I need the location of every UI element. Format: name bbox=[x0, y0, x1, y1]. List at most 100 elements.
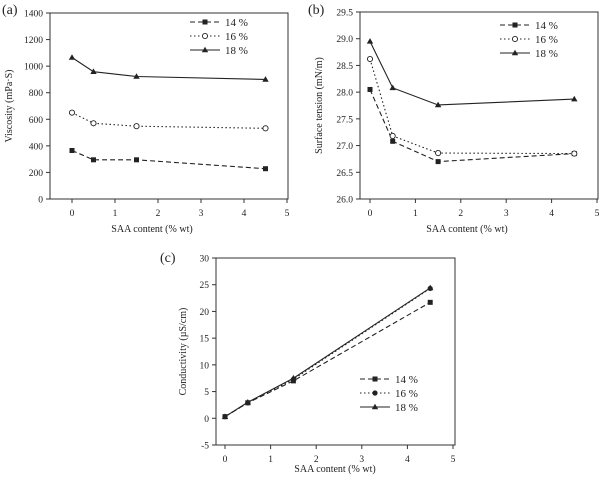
data-point bbox=[389, 84, 396, 91]
x-axis-label: SAA content (% wt) bbox=[426, 224, 507, 235]
data-point bbox=[389, 132, 396, 140]
series-16-pct: 16 % bbox=[366, 34, 578, 157]
data-point bbox=[367, 86, 373, 92]
y-tick-label: 800 bbox=[29, 89, 44, 99]
y-tick-label: 10 bbox=[200, 361, 210, 371]
series-18-pct: 18 % bbox=[68, 45, 269, 82]
data-point bbox=[366, 38, 374, 44]
y-tick-label: 27.5 bbox=[336, 115, 353, 125]
y-tick-label: 600 bbox=[29, 116, 44, 126]
legend-label: 14 % bbox=[225, 17, 248, 29]
data-point bbox=[90, 68, 97, 75]
x-tick-label: 1 bbox=[413, 209, 418, 219]
y-tick-label: 400 bbox=[29, 142, 44, 152]
x-tick-label: 5 bbox=[595, 209, 600, 219]
legend-marker bbox=[511, 35, 519, 43]
series-18-pct: 18 % bbox=[221, 284, 434, 419]
y-tick-label: 26.5 bbox=[336, 169, 353, 179]
data-point bbox=[68, 109, 76, 116]
x-tick-label: 0 bbox=[223, 455, 228, 465]
panel-c: (c) 0 1 2 3 4 5 -5 0 5 10 15 20 25 30 SAA content (% wt… bbox=[160, 251, 456, 475]
data-point bbox=[435, 150, 442, 157]
panel-b: (b) 0 1 2 3 4 5 26.0 26.5 27.0 27.5 28.0 28.5 29.0 29.… bbox=[308, 3, 600, 235]
legend-label: 14 % bbox=[395, 374, 418, 386]
legend-marker bbox=[511, 49, 519, 56]
data-point bbox=[571, 150, 578, 157]
data-point bbox=[366, 55, 374, 63]
y-tick-label: 28.5 bbox=[336, 62, 353, 72]
data-point bbox=[68, 54, 76, 60]
y-tick-label: 29.5 bbox=[336, 9, 353, 19]
x-axis-label: SAA content (% wt) bbox=[294, 464, 375, 475]
data-point bbox=[90, 120, 97, 127]
plot-frame bbox=[215, 257, 456, 446]
legend-label: 16 % bbox=[225, 31, 248, 43]
x-axis-label: SAA content (% wt) bbox=[111, 224, 192, 235]
legend-label: 18 % bbox=[395, 402, 418, 414]
x-tick-label: 4 bbox=[549, 209, 554, 219]
series-14-pct: 14 % bbox=[69, 17, 268, 172]
x-tick-label: 3 bbox=[199, 209, 204, 219]
data-point bbox=[263, 166, 268, 172]
y-tick-label: 28.0 bbox=[336, 89, 353, 99]
data-point bbox=[262, 76, 269, 82]
x-tick-label: 3 bbox=[359, 455, 364, 465]
series-line bbox=[71, 150, 266, 170]
plot-frame bbox=[359, 11, 599, 200]
x-tick-label: 4 bbox=[242, 209, 247, 219]
data-point bbox=[244, 398, 251, 405]
data-point bbox=[91, 157, 96, 163]
data-point bbox=[390, 138, 396, 144]
x-tick-label: 3 bbox=[504, 209, 509, 219]
legend-marker bbox=[201, 32, 209, 40]
legend-label: 16 % bbox=[535, 34, 558, 46]
y-axis-label: Conductivity (µS/cm) bbox=[178, 308, 189, 396]
series-line bbox=[369, 58, 575, 155]
data-point bbox=[434, 101, 442, 108]
data-point bbox=[133, 73, 140, 79]
data-point bbox=[290, 374, 297, 381]
legend-label: 14 % bbox=[535, 20, 558, 32]
y-tick-label: 1000 bbox=[24, 63, 43, 73]
legend-marker bbox=[372, 390, 378, 396]
y-axis-label: Viscosity (mPa·S) bbox=[4, 69, 15, 142]
data-point bbox=[427, 299, 433, 305]
legend-marker bbox=[202, 19, 208, 25]
series-line bbox=[71, 57, 266, 80]
x-tick-label: 0 bbox=[70, 209, 75, 219]
panel-label: (b) bbox=[308, 3, 325, 18]
y-tick-label: 5 bbox=[204, 388, 209, 398]
x-tick-label: 5 bbox=[451, 455, 456, 465]
data-point bbox=[134, 157, 139, 163]
y-tick-label: 1400 bbox=[24, 10, 43, 20]
data-point bbox=[133, 123, 140, 130]
panel-label: (c) bbox=[160, 251, 176, 266]
data-point bbox=[571, 95, 578, 102]
y-tick-label: 200 bbox=[29, 169, 44, 179]
x-tick-label: 2 bbox=[458, 209, 463, 219]
legend-marker bbox=[512, 22, 518, 28]
legend-marker bbox=[371, 403, 379, 410]
panel-label: (a) bbox=[2, 3, 18, 18]
data-point bbox=[435, 159, 441, 165]
y-tick-label: 26.0 bbox=[336, 196, 353, 206]
series-line bbox=[71, 112, 266, 129]
series-line bbox=[224, 287, 431, 418]
x-tick-label: 0 bbox=[368, 209, 373, 219]
series-line bbox=[369, 41, 575, 106]
x-tick-label: 4 bbox=[405, 455, 410, 465]
series-16-pct: 16 % bbox=[68, 31, 269, 132]
legend-marker bbox=[201, 46, 209, 53]
y-tick-label: 27.0 bbox=[336, 142, 353, 152]
x-tick-label: 1 bbox=[113, 209, 118, 219]
y-tick-label: 0 bbox=[38, 196, 43, 206]
data-point bbox=[262, 125, 269, 132]
series-18-pct: 18 % bbox=[366, 38, 578, 108]
y-tick-label: 29.0 bbox=[336, 35, 353, 45]
x-tick-label: 1 bbox=[268, 455, 273, 465]
legend-label: 18 % bbox=[535, 48, 558, 60]
series-line bbox=[224, 301, 431, 418]
panel-a: (a) 0 1 2 3 4 5 0 200 400 600 800 1000 1200 1400 SAA co… bbox=[2, 3, 290, 235]
y-tick-label: 0 bbox=[204, 415, 209, 425]
